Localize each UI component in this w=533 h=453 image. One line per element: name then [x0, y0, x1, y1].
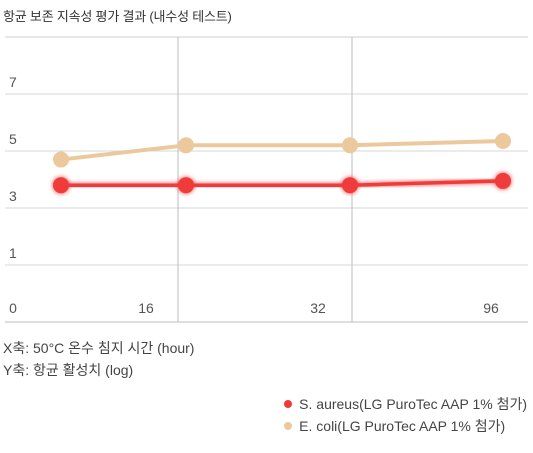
- data-point: [53, 177, 69, 193]
- legend: S. aureus(LG PuroTec AAP 1% 첨가) E. coli(…: [284, 393, 527, 437]
- grid: [5, 37, 528, 322]
- legend-label-s-aureus: S. aureus(LG PuroTec AAP 1% 첨가): [299, 393, 527, 415]
- x-tick-label: 96: [483, 300, 499, 316]
- x-tick-label: 0: [9, 300, 17, 316]
- legend-item-e-coli: E. coli(LG PuroTec AAP 1% 첨가): [284, 415, 527, 437]
- legend-dot-e-coli: [284, 422, 292, 430]
- series-s-aureus: [53, 173, 511, 193]
- x-tick-label: 32: [310, 300, 326, 316]
- y-tick-label: 3: [9, 188, 17, 204]
- data-point: [495, 173, 511, 189]
- axis-notes: X축: 50°C 온수 침지 시간 (hour) Y축: 항균 활성치 (log…: [3, 337, 194, 381]
- legend-dot-s-aureus: [284, 400, 292, 408]
- data-point: [342, 177, 358, 193]
- y-tick-label: 1: [9, 245, 17, 261]
- line-chart: 7 5 3 1 0 16 32 96: [0, 0, 533, 330]
- y-tick-label: 7: [9, 74, 17, 90]
- series-line: [61, 141, 503, 160]
- x-tick-labels: 0 16 32 96: [9, 300, 499, 316]
- x-tick-label: 16: [138, 300, 154, 316]
- legend-item-s-aureus: S. aureus(LG PuroTec AAP 1% 첨가): [284, 393, 527, 415]
- data-point: [495, 133, 511, 149]
- y-axis-note: Y축: 항균 활성치 (log): [3, 359, 194, 381]
- data-point: [53, 152, 69, 168]
- legend-label-e-coli: E. coli(LG PuroTec AAP 1% 첨가): [299, 415, 505, 437]
- series-e-coli: [53, 133, 511, 168]
- x-axis-note: X축: 50°C 온수 침지 시간 (hour): [3, 337, 194, 359]
- data-point: [178, 137, 194, 153]
- series-group: [53, 133, 511, 193]
- data-point: [178, 177, 194, 193]
- y-tick-label: 5: [9, 131, 17, 147]
- data-point: [342, 137, 358, 153]
- y-tick-labels: 7 5 3 1: [9, 74, 17, 261]
- series-line: [61, 181, 503, 185]
